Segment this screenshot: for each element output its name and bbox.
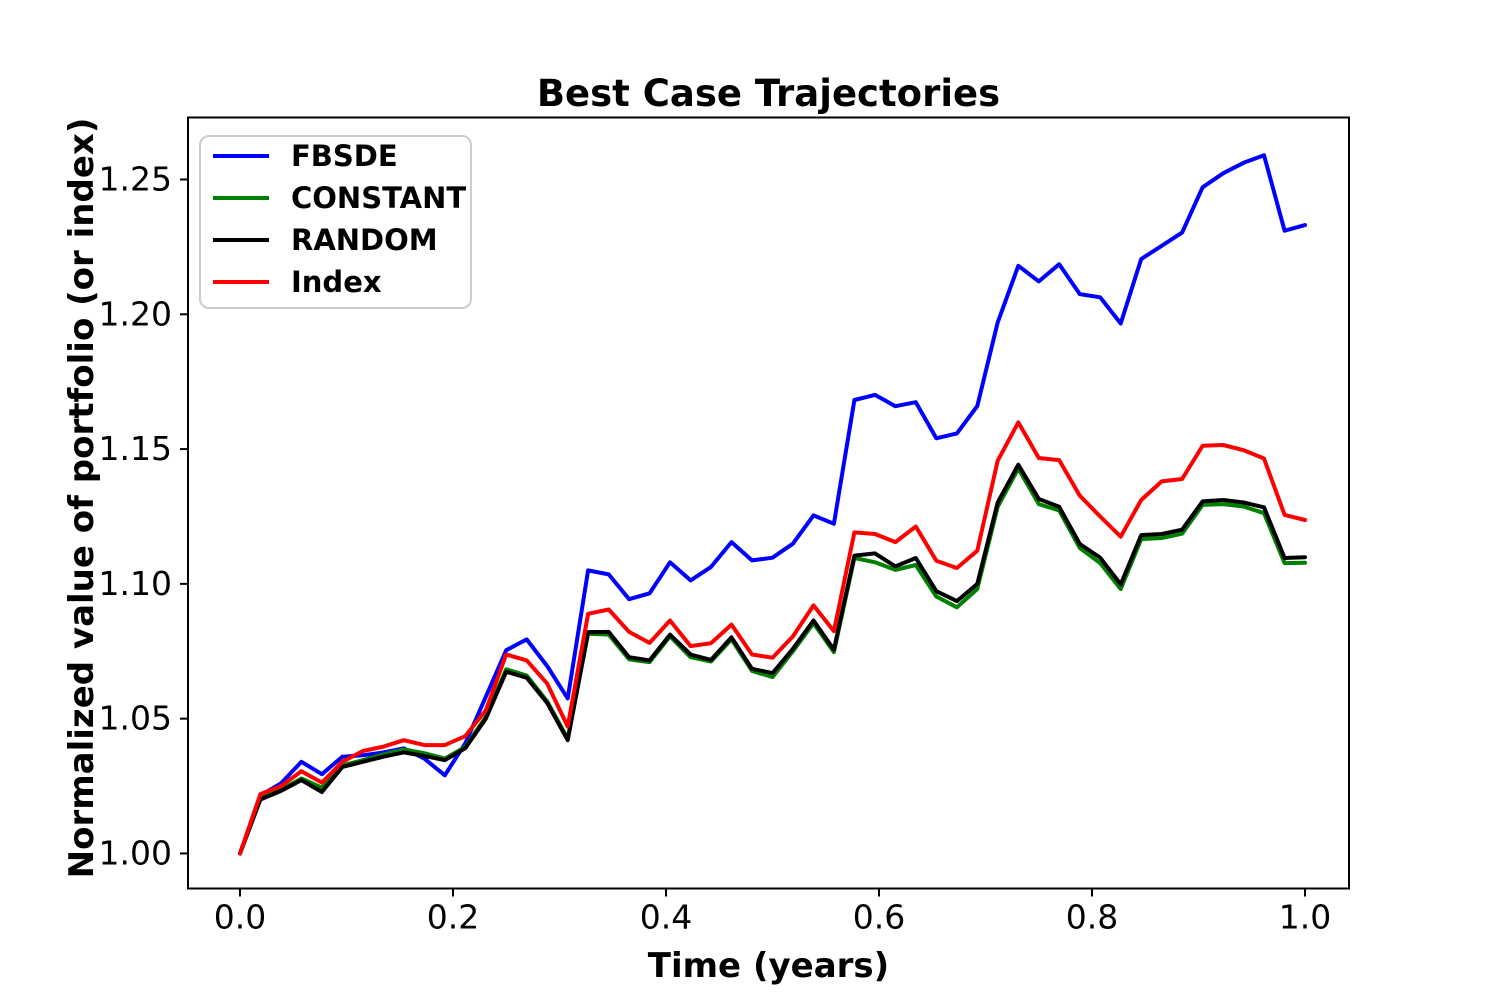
legend-label: CONSTANT xyxy=(291,181,466,215)
x-tick-label: 1.0 xyxy=(1279,898,1331,937)
x-tick-label: 0.6 xyxy=(853,898,905,937)
legend-item-fbsde: FBSDE xyxy=(213,139,398,173)
y-tick-label: 1.10 xyxy=(99,564,172,603)
series-group xyxy=(238,153,1307,856)
series-line-index xyxy=(238,420,1307,856)
legend-item-constant: CONSTANT xyxy=(213,181,466,215)
plot-border xyxy=(187,116,1350,890)
y-tick-label: 1.00 xyxy=(99,833,172,872)
y-tick-label: 1.05 xyxy=(99,699,172,738)
x-axis: 0.0 0.2 0.4 0.6 0.8 1.0 xyxy=(214,888,1331,937)
series-line-random xyxy=(238,462,1307,856)
y-tick-label: 1.20 xyxy=(99,294,172,333)
chart-title: Best Case Trajectories xyxy=(537,72,1000,115)
x-tick-label: 0.4 xyxy=(640,898,692,937)
y-tick-label: 1.25 xyxy=(99,160,172,199)
legend-label: RANDOM xyxy=(291,223,438,257)
x-tick-label: 0.2 xyxy=(427,898,479,937)
legend: FBSDE CONSTANT RANDOM Index xyxy=(199,135,472,309)
y-axis: 1.00 1.05 1.10 1.15 1.20 1.25 xyxy=(99,160,188,872)
x-axis-label: Time (years) xyxy=(648,946,889,986)
legend-item-random: RANDOM xyxy=(213,223,438,257)
legend-label: FBSDE xyxy=(291,139,398,173)
legend-item-index: Index xyxy=(213,265,382,299)
legend-label: Index xyxy=(291,265,382,299)
x-tick-label: 0.0 xyxy=(214,898,266,937)
y-tick-label: 1.15 xyxy=(99,429,172,468)
y-axis-label: Normalized value of portfolio (or index) xyxy=(62,118,102,879)
legend-box xyxy=(199,135,472,309)
x-tick-label: 0.8 xyxy=(1066,898,1118,937)
